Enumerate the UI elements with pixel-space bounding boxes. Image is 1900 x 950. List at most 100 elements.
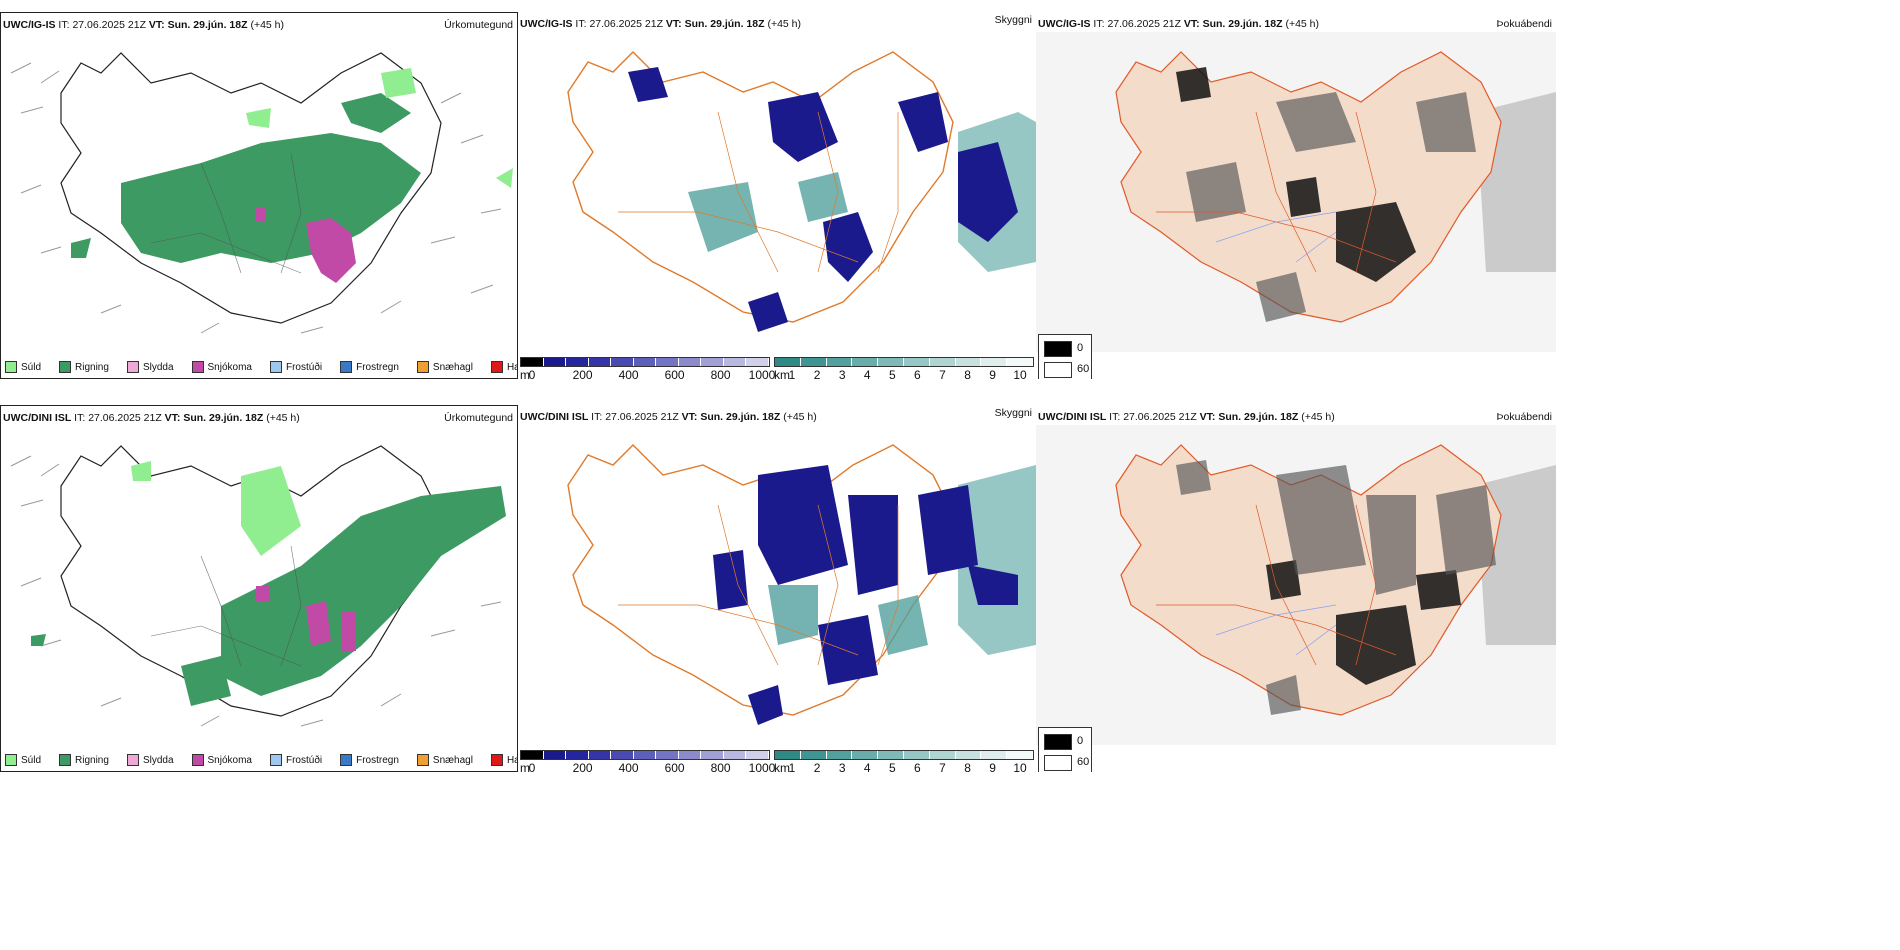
scale-tick: 1	[788, 368, 796, 379]
scale-tick: 9	[989, 368, 996, 379]
legend-swatch	[191, 754, 204, 766]
scale-tick: 2	[813, 761, 821, 772]
scale-tick: 10	[1013, 761, 1027, 772]
scale-tick: 7	[939, 761, 946, 772]
precip-legend: Súld Rigning Slydda Snjókoma Frostúði Fr…	[5, 751, 517, 769]
legend-swatch	[5, 754, 17, 766]
legend-item: Slydda	[126, 754, 174, 766]
legend-item: Haglél	[490, 361, 517, 373]
panel-type-label: Þokuábendi	[1496, 411, 1552, 423]
scale-tick: 0	[528, 368, 536, 379]
scale-tick: 3	[838, 761, 846, 772]
precip-type-panel-bottom: UWC/DINI ISL IT: 27.06.2025 21Z VT: Sun.…	[0, 405, 518, 772]
legend-swatch	[126, 361, 139, 373]
scale-tick: 6	[914, 761, 921, 772]
cloud-base-panel-top: UWC/IG-IS IT: 27.06.2025 21Z VT: Sun. 29…	[518, 12, 1036, 379]
legend-swatch	[269, 361, 282, 373]
legend-item: Snæhagl	[416, 361, 473, 373]
legend-swatch	[5, 361, 17, 373]
legend-swatch	[490, 361, 503, 373]
scale-tick: 600	[664, 761, 685, 772]
legend-swatch	[416, 754, 429, 766]
iceland-map	[567, 444, 1036, 725]
legend-label: 0	[1077, 735, 1084, 747]
panel-type-label: Skyggni	[994, 407, 1032, 419]
scale-tick: 600	[664, 368, 685, 379]
iceland-map	[10, 52, 513, 334]
scale-tick: 1000	[748, 761, 776, 772]
legend-label: 0	[1077, 342, 1084, 354]
legend-swatch	[269, 754, 282, 766]
scale-unit: m	[520, 368, 530, 379]
iceland-map	[10, 445, 506, 727]
scale-tick: 400	[618, 761, 639, 772]
legend-swatch	[340, 754, 353, 766]
scale-unit: km	[774, 368, 790, 379]
scale-tick: 9	[989, 761, 996, 772]
legend-item: Snjókoma	[191, 361, 252, 373]
fog-legend: 0 60	[1038, 727, 1092, 772]
scale-tick: 800	[710, 761, 731, 772]
panel-type-label: Þokuábendi	[1496, 18, 1552, 30]
legend-swatch	[1044, 755, 1072, 771]
scale-tick: 800	[710, 368, 731, 379]
scale-tick: 0	[528, 761, 536, 772]
legend-item: Súld	[5, 361, 41, 373]
iceland-map	[567, 51, 1036, 332]
panel-title: UWC/IG-IS IT: 27.06.2025 21Z VT: Sun. 29…	[520, 18, 802, 30]
scale-unit: m	[520, 761, 530, 772]
panel-type-label: Úrkomutegund	[444, 412, 513, 424]
legend-item: Snæhagl	[416, 754, 473, 766]
fog-legend: 0 60	[1038, 334, 1092, 379]
fog-panel-top: UWC/IG-IS IT: 27.06.2025 21Z VT: Sun. 29…	[1036, 12, 1556, 379]
scale-tick: 7	[939, 368, 946, 379]
panel-title: UWC/DINI ISL IT: 27.06.2025 21Z VT: Sun.…	[3, 412, 300, 424]
scale-tick: 200	[572, 761, 593, 772]
legend-item: Frostúði	[269, 361, 322, 373]
precip-legend: Súld Rigning Slydda Snjókoma Frostúði Fr…	[5, 358, 517, 376]
scale-tick: 5	[888, 368, 896, 379]
legend-swatch	[59, 361, 72, 373]
scale-tick: 200	[572, 368, 593, 379]
legend-item: Haglél	[490, 754, 517, 766]
scale-tick: 10	[1013, 368, 1027, 379]
legend-item: Súld	[5, 754, 41, 766]
cloud-base-scale: m 0 200 400 600 800 1000	[520, 357, 775, 379]
legend-item: Frostregn	[340, 754, 399, 766]
scale-unit: km	[774, 761, 790, 772]
legend-swatch	[1044, 734, 1072, 750]
scale-tick: 8	[964, 368, 971, 379]
panel-title: UWC/DINI ISL IT: 27.06.2025 21Z VT: Sun.…	[520, 411, 817, 423]
legend-swatch	[1044, 341, 1072, 357]
panel-type-label: Skyggni	[994, 14, 1032, 26]
cloud-base-panel-bottom: UWC/DINI ISL IT: 27.06.2025 21Z VT: Sun.…	[518, 405, 1036, 772]
visibility-scale: km 1 2 3 4 5 6 7 8 9 10	[774, 750, 1034, 772]
legend-item: Snjókoma	[191, 754, 252, 766]
scale-tick: 6	[914, 368, 921, 379]
scale-tick: 2	[813, 368, 821, 379]
panel-title: UWC/DINI ISL IT: 27.06.2025 21Z VT: Sun.…	[1038, 411, 1335, 423]
scale-tick: 400	[618, 368, 639, 379]
legend-item: Rigning	[59, 754, 109, 766]
iceland-map	[1036, 425, 1556, 745]
legend-item: Frostregn	[340, 361, 399, 373]
visibility-scale: km 1 2 3 4 5 6 7 8 9 10	[774, 357, 1034, 379]
scale-tick: 4	[863, 368, 871, 379]
legend-item: Rigning	[59, 361, 109, 373]
precip-type-panel-top: UWC/IG-IS IT: 27.06.2025 21Z VT: Sun. 29…	[0, 12, 518, 379]
legend-label: 60	[1077, 756, 1090, 768]
panel-title: UWC/IG-IS IT: 27.06.2025 21Z VT: Sun. 29…	[1038, 18, 1320, 30]
scale-tick: 4	[863, 761, 871, 772]
legend-label: 60	[1077, 363, 1090, 375]
legend-swatch	[340, 361, 353, 373]
legend-swatch	[59, 754, 72, 766]
panel-type-label: Úrkomutegund	[444, 19, 513, 31]
scale-tick: 1000	[748, 368, 776, 379]
scale-tick: 8	[964, 761, 971, 772]
legend-swatch	[416, 361, 429, 373]
panel-title: UWC/IG-IS IT: 27.06.2025 21Z VT: Sun. 29…	[3, 19, 285, 31]
legend-swatch	[490, 754, 503, 766]
legend-swatch	[126, 754, 139, 766]
cloud-base-scale: m 0 200 400 600 800 1000	[520, 750, 775, 772]
scale-tick: 3	[838, 368, 846, 379]
